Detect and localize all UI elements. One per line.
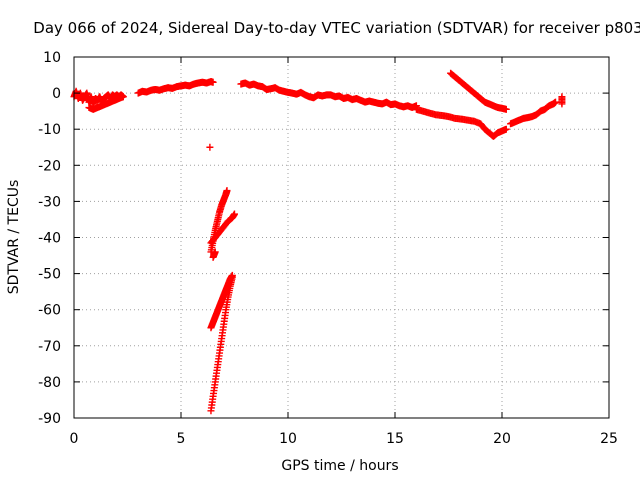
x-axis-label: GPS time / hours: [281, 458, 398, 474]
x-tick-label: 10: [279, 431, 297, 447]
x-tick-label: 20: [493, 431, 511, 447]
data-point: [209, 78, 217, 86]
y-tick-label: -60: [38, 303, 61, 319]
data-points: [70, 69, 566, 415]
y-tick-label: 0: [52, 86, 61, 102]
data-point: [502, 125, 510, 133]
y-axis-label: SDTVAR / TECUs: [6, 180, 22, 295]
data-point: [223, 187, 231, 195]
y-tick-label: -30: [38, 194, 61, 210]
data-point: [206, 143, 214, 151]
y-tick-label: -20: [38, 158, 61, 174]
chart-title: Day 066 of 2024, Sidereal Day-to-day VTE…: [33, 19, 640, 37]
data-point: [502, 105, 510, 113]
data-point: [119, 93, 127, 101]
y-tick-label: -40: [38, 231, 61, 247]
y-tick-label: 10: [43, 50, 61, 66]
x-tick-label: 0: [70, 431, 79, 447]
x-tick-label: 25: [600, 431, 618, 447]
y-tick-label: -90: [38, 411, 61, 427]
y-tick-label: -80: [38, 375, 61, 391]
y-tick-label: -10: [38, 122, 61, 138]
x-tick-label: 15: [386, 431, 404, 447]
y-tick-label: -50: [38, 267, 61, 283]
x-tick-label: 5: [177, 431, 186, 447]
axis-ticks: 0 5 10 15 20 25 10 0 -10 -20 -30 -40 -50 -60 -70 -80 -90: [38, 50, 618, 447]
data-point: [558, 100, 566, 108]
data-point: [211, 248, 219, 256]
data-point: [552, 98, 559, 106]
data-point: [231, 210, 238, 218]
grid-lines: [74, 57, 609, 418]
y-tick-label: -70: [38, 339, 61, 355]
data-point: [228, 273, 236, 281]
